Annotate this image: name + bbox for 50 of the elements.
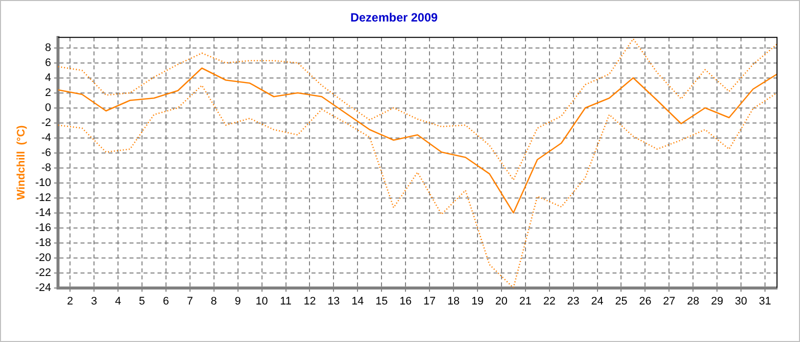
x-tick-label: 28 <box>687 295 700 308</box>
x-tick-label: 10 <box>256 295 268 308</box>
y-tick-label: -16 <box>35 222 52 234</box>
x-tick-label: 25 <box>615 295 628 308</box>
y-tick-label: 6 <box>44 56 52 69</box>
x-tick-label: 22 <box>543 295 556 308</box>
x-tick-label: 13 <box>328 295 340 308</box>
y-tick-label: -18 <box>35 236 52 249</box>
x-tick-label: 9 <box>234 295 241 308</box>
x-tick-label: 24 <box>591 295 604 308</box>
x-tick-label: 16 <box>399 295 412 308</box>
x-tick-label: 21 <box>519 295 532 308</box>
y-tick-label: -20 <box>35 252 52 264</box>
x-tick-label: 14 <box>352 295 364 308</box>
x-tick-label: 11 <box>280 295 292 308</box>
y-tick-label: -12 <box>35 192 52 204</box>
x-tick-label: 4 <box>114 295 122 308</box>
x-tick-label: 12 <box>304 295 316 308</box>
x-tick-label: 15 <box>375 295 388 308</box>
x-tick-label: 17 <box>423 295 436 308</box>
x-tick-label: 27 <box>663 295 676 308</box>
x-tick-label: 26 <box>639 295 652 308</box>
y-tick-label: 0 <box>44 102 52 114</box>
y-tick-label: -6 <box>41 146 52 159</box>
line-series <box>58 38 777 180</box>
x-tick-label: 23 <box>567 295 580 308</box>
x-tick-label: 31 <box>758 295 772 308</box>
x-tick-label: 3 <box>90 295 98 308</box>
x-tick-label: 8 <box>210 295 217 308</box>
y-axis-title: Windchill (°C) <box>16 124 28 200</box>
x-tick-label: 30 <box>734 295 748 308</box>
y-tick-label: -24 <box>35 282 52 294</box>
x-tick-label: 20 <box>495 295 508 308</box>
y-tick-label: -2 <box>41 116 52 129</box>
x-tick-label: 5 <box>138 295 146 308</box>
y-tick-label: -4 <box>41 132 52 144</box>
chart-title: Dezember 2009 <box>350 10 438 25</box>
x-tick-label: 19 <box>471 295 484 308</box>
x-tick-label: 7 <box>186 295 193 308</box>
y-tick-label: -22 <box>35 266 52 279</box>
x-tick-label: 29 <box>710 295 724 308</box>
y-tick-label: 8 <box>44 42 52 54</box>
y-tick-label: 4 <box>44 72 52 84</box>
y-tick-label: -10 <box>35 176 52 189</box>
y-tick-label: 2 <box>44 86 52 99</box>
x-tick-label: 18 <box>447 295 460 308</box>
x-tick-label: 2 <box>67 295 74 308</box>
y-tick-label: -14 <box>35 206 52 219</box>
y-tick-label: -8 <box>41 162 52 174</box>
x-tick-label: 6 <box>162 295 169 308</box>
